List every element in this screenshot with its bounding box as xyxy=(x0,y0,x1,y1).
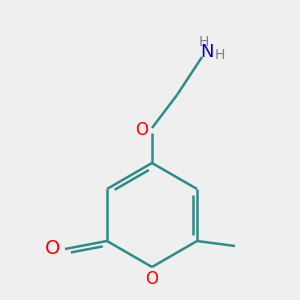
Text: H: H xyxy=(199,35,209,49)
Text: O: O xyxy=(146,270,158,288)
Text: O: O xyxy=(136,121,148,139)
Text: N: N xyxy=(200,43,214,61)
Text: H: H xyxy=(215,48,225,62)
Text: O: O xyxy=(45,239,61,259)
